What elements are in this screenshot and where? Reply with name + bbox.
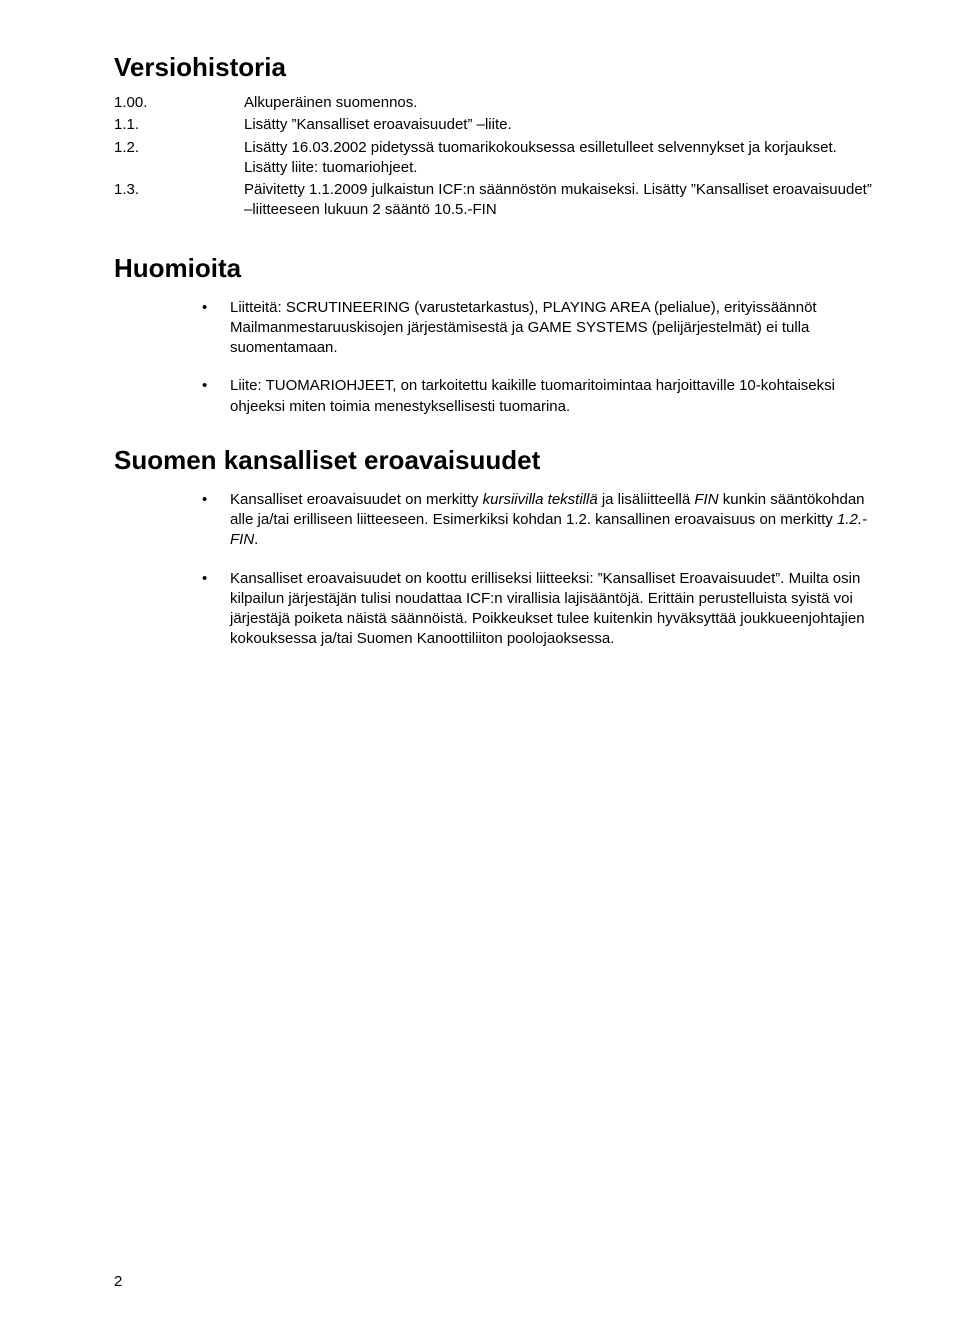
italic-text: FIN (694, 491, 718, 508)
text-span: ja lisäliitteellä (598, 491, 695, 508)
italic-text: kursiivilla tekstillä (483, 491, 598, 508)
version-key: 1.2. (114, 138, 244, 179)
huomioita-list: Liitteitä: SCRUTINEERING (varustetarkast… (114, 298, 872, 417)
list-item: Liitteitä: SCRUTINEERING (varustetarkast… (202, 298, 872, 359)
version-val: Lisätty ”Kansalliset eroavaisuudet” –lii… (244, 115, 872, 135)
version-row: 1.3. Päivitetty 1.1.2009 julkaistun ICF:… (114, 180, 872, 221)
version-row: 1.2. Lisätty 16.03.2002 pidetyssä tuomar… (114, 138, 872, 179)
version-val: Alkuperäinen suomennos. (244, 93, 872, 113)
text-span: . (254, 531, 258, 548)
list-item: Kansalliset eroavaisuudet on koottu eril… (202, 569, 872, 650)
version-key: 1.1. (114, 115, 244, 135)
versiohistoria-heading: Versiohistoria (114, 52, 872, 83)
version-val: Lisätty 16.03.2002 pidetyssä tuomarikoko… (244, 138, 872, 179)
version-row: 1.1. Lisätty ”Kansalliset eroavaisuudet”… (114, 115, 872, 135)
version-table: 1.00. Alkuperäinen suomennos. 1.1. Lisät… (114, 93, 872, 221)
version-key: 1.3. (114, 180, 244, 221)
version-val: Päivitetty 1.1.2009 julkaistun ICF:n sää… (244, 180, 872, 221)
eroavaisuudet-heading: Suomen kansalliset eroavaisuudet (114, 445, 872, 476)
list-item: Liite: TUOMARIOHJEET, on tarkoitettu kai… (202, 376, 872, 417)
version-key: 1.00. (114, 93, 244, 113)
huomioita-heading: Huomioita (114, 253, 872, 284)
version-row: 1.00. Alkuperäinen suomennos. (114, 93, 872, 113)
eroavaisuudet-list: Kansalliset eroavaisuudet on merkitty ku… (114, 490, 872, 650)
page-number: 2 (114, 1273, 122, 1290)
list-item: Kansalliset eroavaisuudet on merkitty ku… (202, 490, 872, 551)
text-span: Kansalliset eroavaisuudet on merkitty (230, 491, 483, 508)
